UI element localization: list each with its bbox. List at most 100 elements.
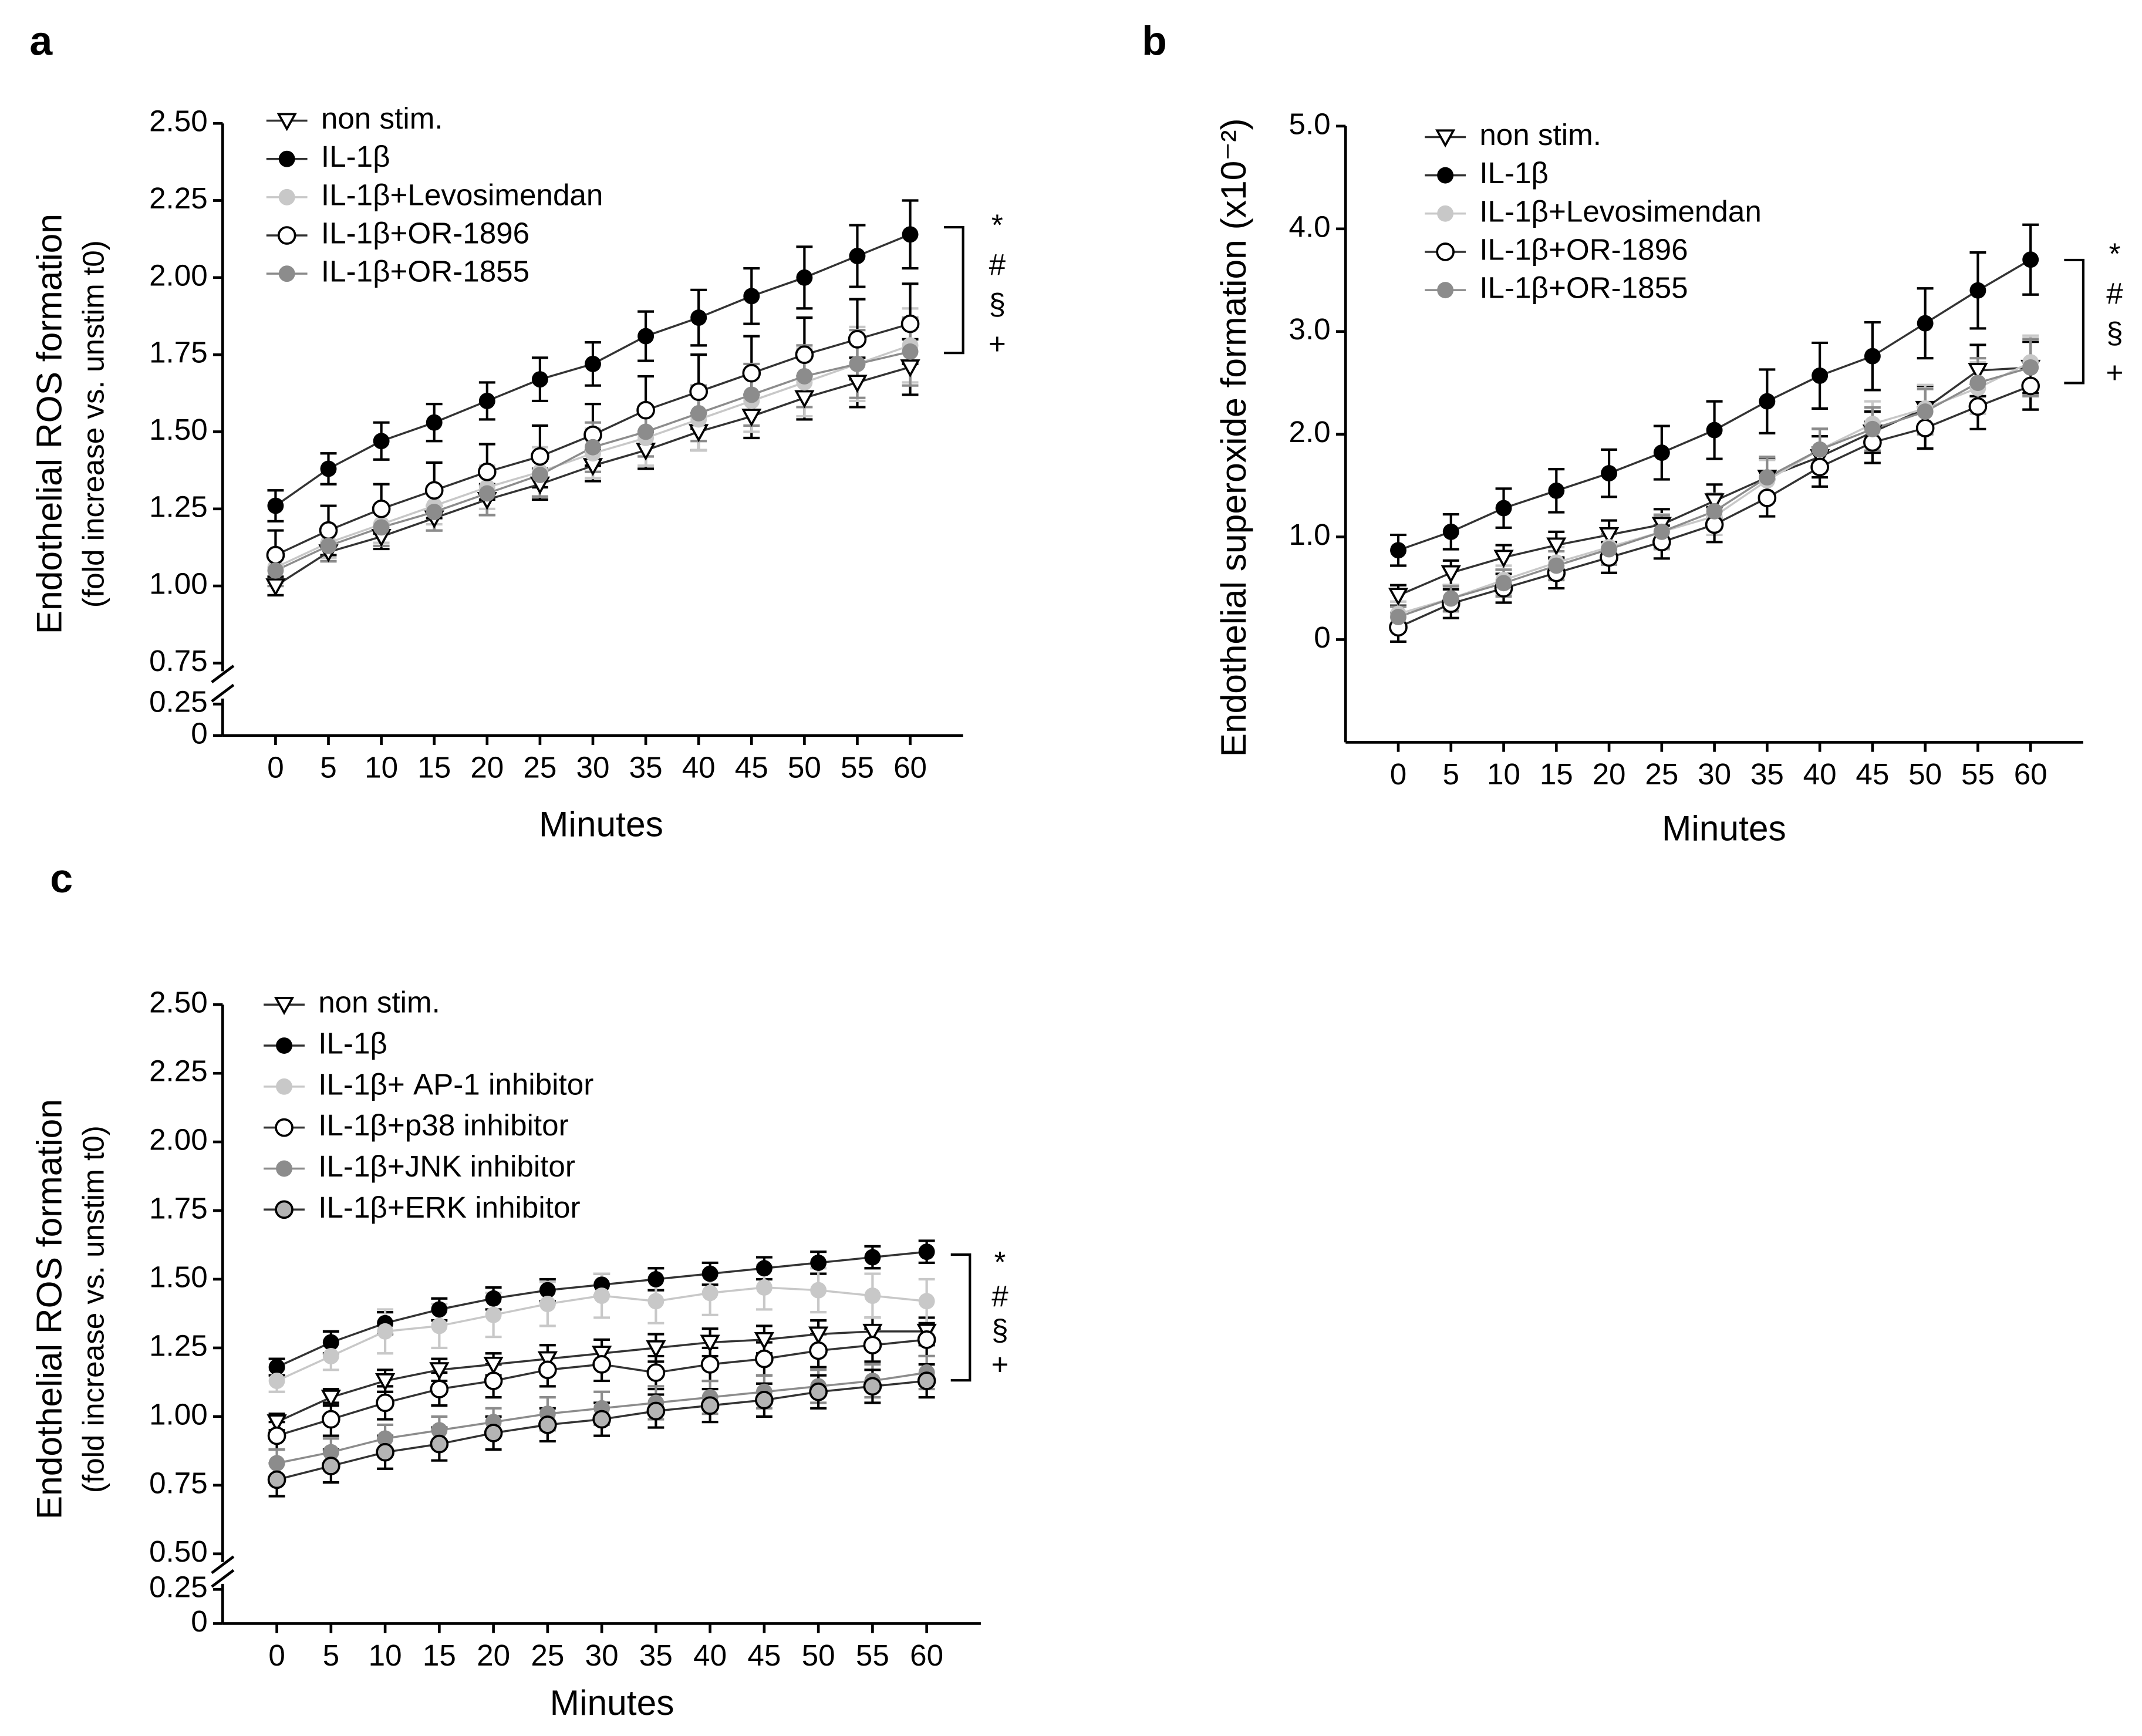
marker (424, 481, 444, 500)
marker (531, 371, 548, 388)
significance-annotation: # (989, 248, 1006, 281)
legend-label: IL-1β+OR-1855 (1479, 271, 1688, 305)
marker (755, 1349, 774, 1368)
marker (848, 330, 867, 349)
x-tick-label: 0 (267, 750, 284, 784)
marker (755, 1260, 773, 1277)
marker (485, 1306, 502, 1323)
marker (1864, 348, 1881, 365)
y-tick-label: 1.00 (149, 567, 208, 601)
x-tick-label: 35 (629, 750, 663, 784)
x-tick-label: 15 (423, 1639, 456, 1672)
marker (372, 499, 391, 518)
marker (755, 1390, 774, 1410)
x-tick-label: 5 (1443, 757, 1459, 791)
marker (1653, 444, 1670, 461)
marker (796, 269, 813, 286)
marker (794, 390, 815, 409)
marker (431, 1422, 448, 1439)
marker (1390, 609, 1406, 625)
x-tick-label: 50 (1908, 757, 1942, 791)
marker (864, 1249, 881, 1266)
marker (322, 1457, 340, 1475)
marker (700, 1355, 720, 1374)
y-tick-label: 0 (191, 716, 207, 750)
marker (426, 414, 443, 431)
marker (636, 400, 655, 420)
x-tick-label: 55 (1961, 757, 1995, 791)
marker (539, 1282, 556, 1299)
significance-bracket (2064, 258, 2085, 385)
marker (796, 368, 813, 385)
x-tick-label: 20 (477, 1639, 510, 1672)
marker (431, 1301, 448, 1318)
y-tick-label: 2.25 (149, 1054, 208, 1088)
marker (646, 1401, 666, 1421)
marker (485, 1290, 502, 1307)
marker (377, 1323, 394, 1340)
x-axis-label: Minutes (550, 1683, 674, 1722)
y-tick-label: 1.50 (149, 413, 208, 446)
x-tick-label: 35 (1750, 757, 1784, 791)
legend-label: non stim. (318, 986, 440, 1019)
marker (275, 1200, 294, 1219)
marker (1704, 493, 1725, 512)
y-tick-label: 2.00 (149, 1123, 208, 1157)
marker (849, 355, 866, 372)
marker (1437, 205, 1454, 222)
marker (267, 1414, 287, 1433)
marker (1706, 503, 1723, 520)
marker (1917, 315, 1934, 332)
x-tick-label: 25 (523, 750, 556, 784)
marker (375, 1373, 396, 1391)
x-tick-label: 45 (1856, 757, 1889, 791)
marker (900, 314, 920, 333)
marker (484, 1371, 503, 1390)
x-tick-label: 20 (1593, 757, 1626, 791)
marker (1917, 403, 1934, 420)
marker (1759, 393, 1776, 410)
marker (1435, 129, 1456, 148)
significance-annotation: + (2106, 356, 2124, 389)
marker (593, 1287, 610, 1304)
significance-annotation: § (2106, 316, 2123, 349)
x-tick-label: 5 (323, 1639, 339, 1672)
x-tick-label: 50 (788, 750, 821, 784)
y-tick-label: 1.25 (149, 490, 208, 523)
marker (917, 1330, 936, 1349)
y-axis-label: (fold increase vs. unstim t0) (76, 1125, 110, 1493)
marker (267, 1470, 286, 1489)
marker (1436, 242, 1455, 261)
marker (278, 150, 295, 167)
y-tick-label: 2.25 (149, 181, 208, 215)
marker (1601, 541, 1618, 558)
marker (377, 1430, 394, 1447)
marker (478, 485, 495, 502)
marker (1601, 465, 1618, 482)
x-tick-label: 10 (365, 750, 398, 784)
marker (743, 386, 760, 403)
marker (900, 359, 920, 377)
marker (1598, 527, 1620, 545)
marker (701, 1285, 719, 1302)
legend-label: IL-1β+OR-1896 (1479, 232, 1688, 266)
marker (1495, 575, 1512, 592)
x-tick-label: 40 (693, 1639, 727, 1672)
marker (646, 1340, 666, 1359)
marker (591, 1346, 612, 1364)
marker (700, 1334, 720, 1353)
marker (322, 1334, 339, 1351)
x-tick-label: 10 (1487, 757, 1520, 791)
marker (2022, 251, 2039, 268)
marker (322, 1410, 340, 1429)
legend-label: IL-1β+ERK inhibitor (318, 1191, 580, 1224)
panel-label: a (29, 18, 53, 64)
significance-annotation: + (989, 327, 1006, 360)
marker (637, 328, 655, 345)
x-tick-label: 55 (856, 1639, 889, 1672)
x-tick-label: 0 (268, 1639, 285, 1672)
x-tick-label: 35 (639, 1639, 673, 1672)
marker (755, 1279, 773, 1296)
marker (274, 997, 295, 1016)
x-tick-label: 15 (417, 750, 451, 784)
